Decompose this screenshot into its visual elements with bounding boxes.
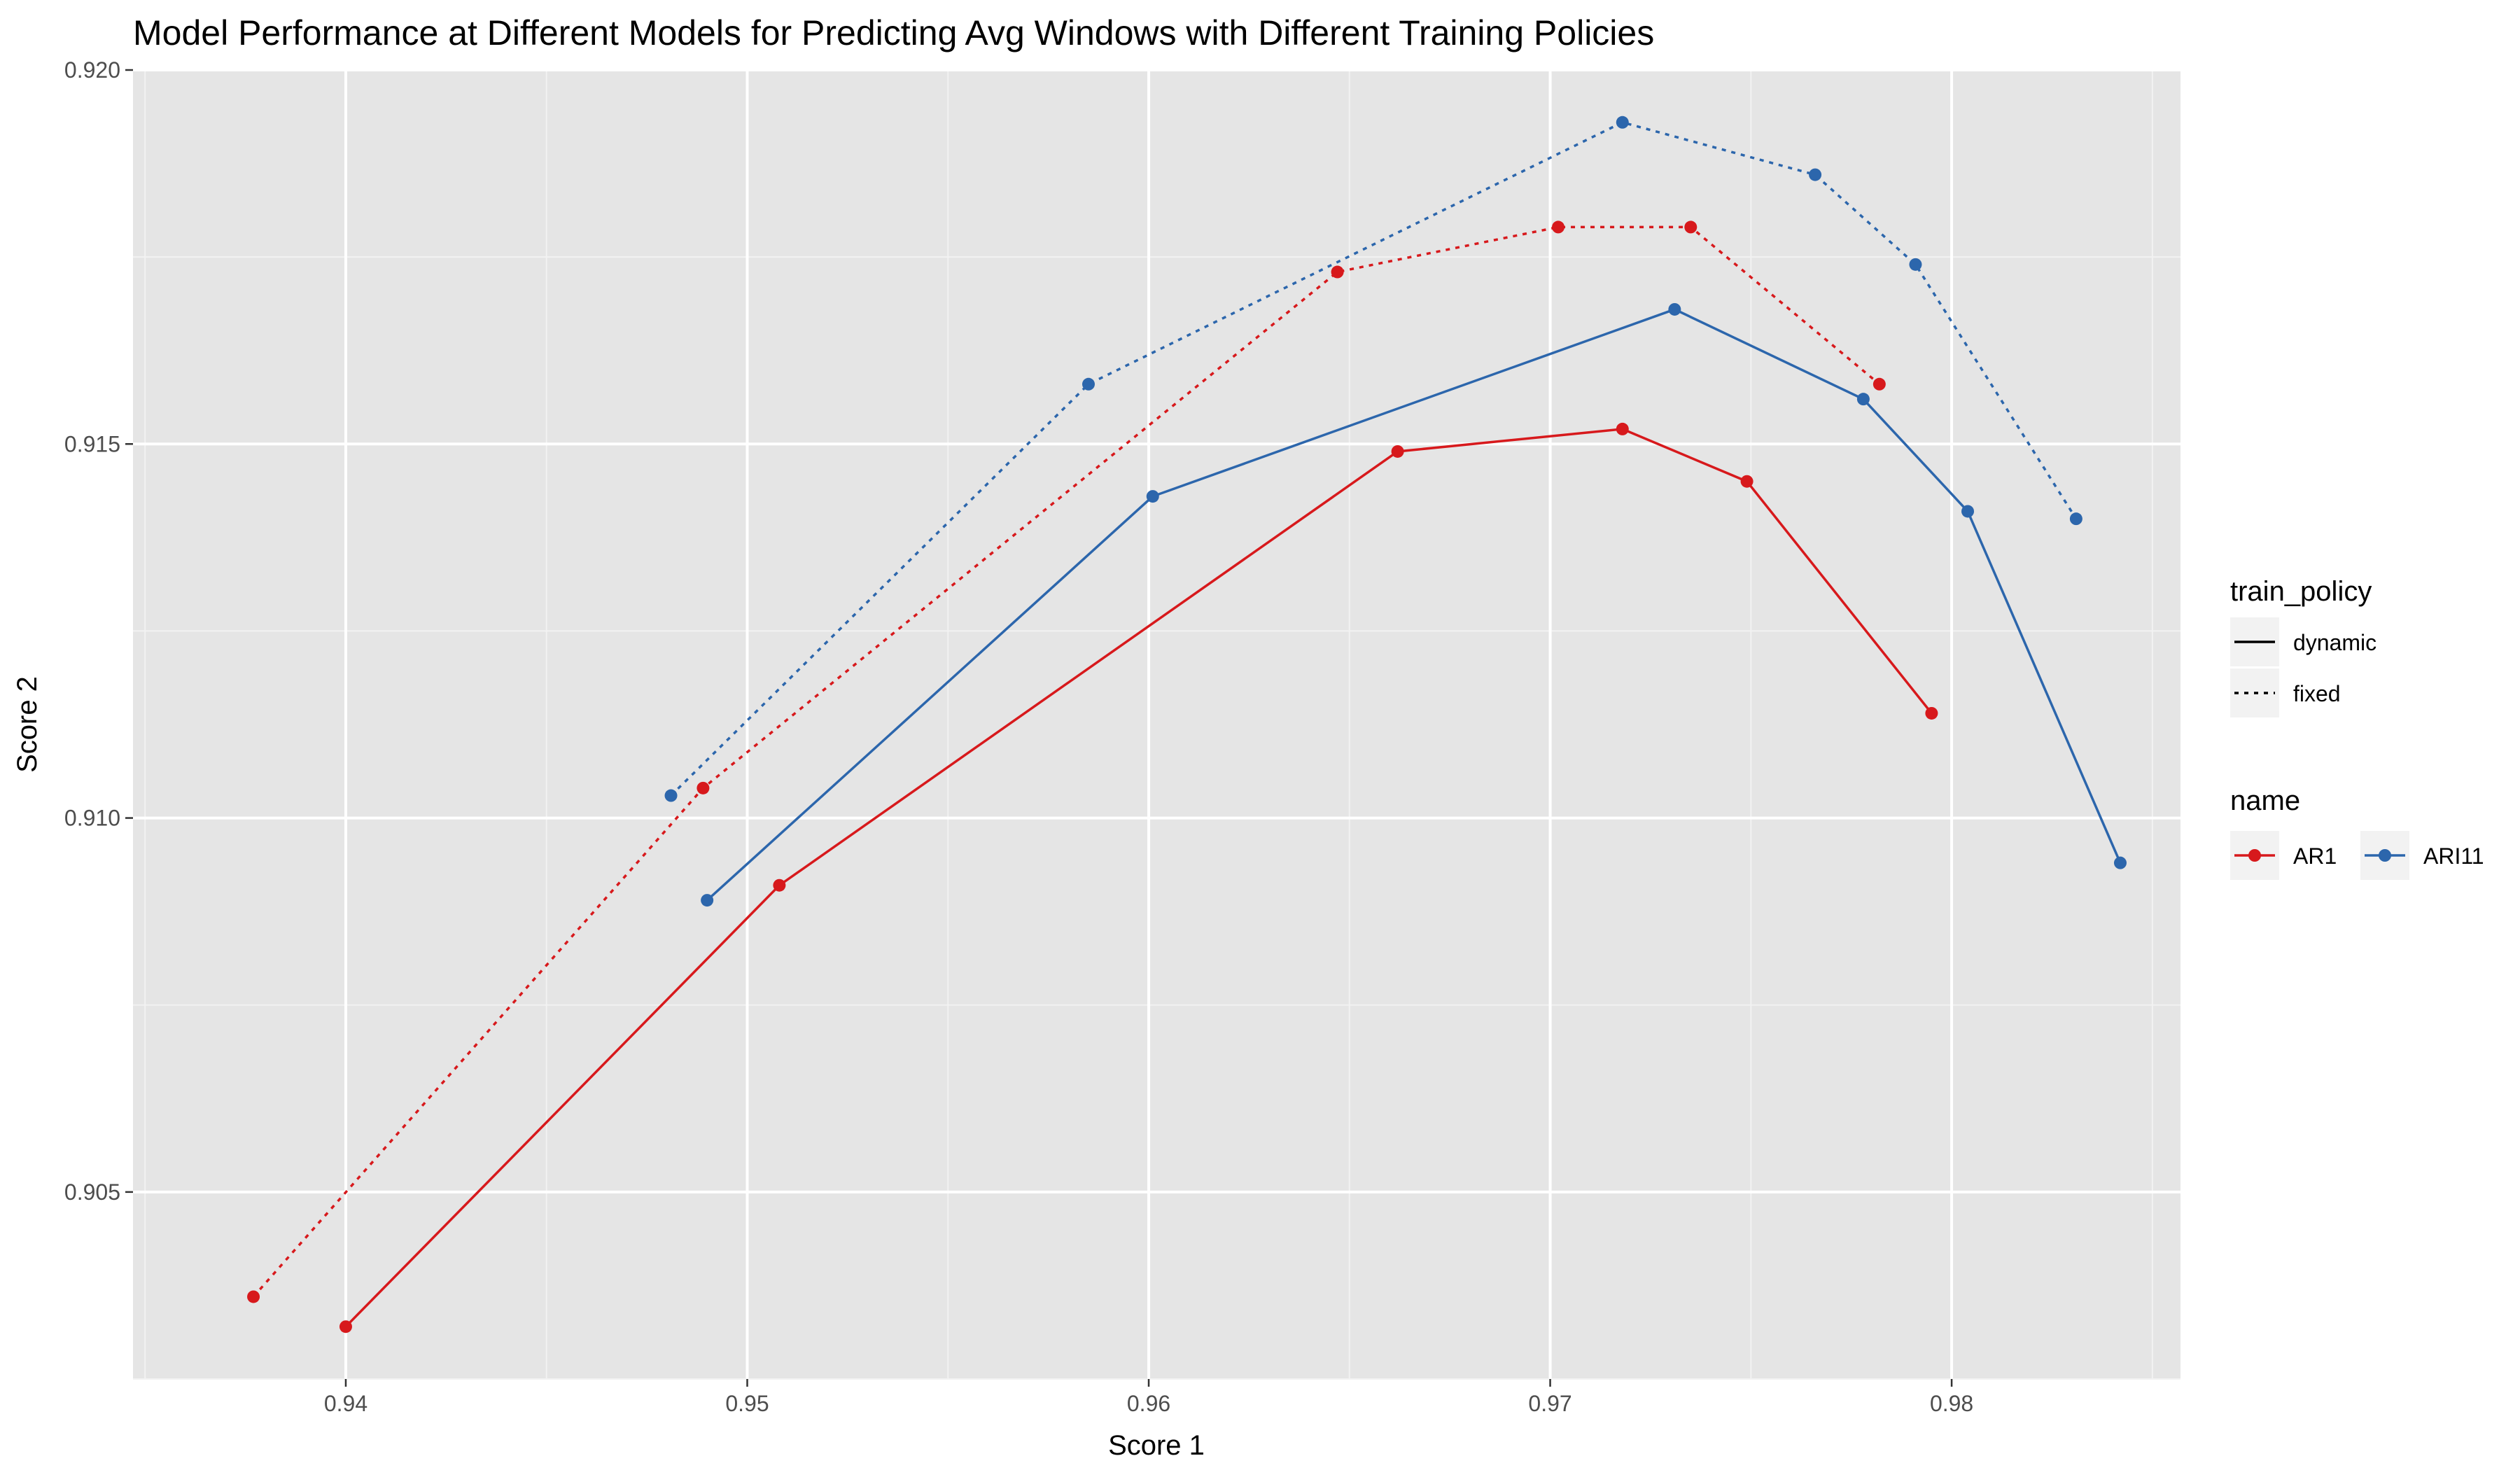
series-line-ari11-dynamic	[706, 308, 2122, 902]
data-point-ar1-fixed	[1872, 377, 1886, 391]
data-point-ari11-fixed	[1909, 258, 1922, 271]
data-point-ar1-fixed	[696, 781, 710, 794]
minor-gridlines	[133, 70, 2180, 1380]
data-point-ari11-fixed	[664, 789, 678, 802]
data-point-ar1-dynamic	[1391, 444, 1404, 458]
data-point-ar1-fixed	[1552, 220, 1565, 234]
data-point-ar1-dynamic	[1740, 475, 1754, 488]
legend-label-ari11: ARI11	[2423, 844, 2484, 869]
legend-point-ari11	[2379, 849, 2391, 862]
x-axis-title: Score 1	[1108, 1430, 1205, 1461]
legend-label-fixed: fixed	[2293, 681, 2341, 706]
data-point-ari11-fixed	[1616, 115, 1629, 129]
data-point-ar1-fixed	[1331, 265, 1344, 279]
legend-color-title: name	[2230, 785, 2300, 816]
x-tick-label: 0.98	[1930, 1391, 1973, 1416]
y-axis: 0.905 0.910 0.915 0.920	[64, 57, 133, 1205]
y-tick-label: 0.910	[64, 806, 120, 831]
data-point-ari11-dynamic	[1668, 302, 1681, 316]
chart-title: Model Performance at Different Models fo…	[133, 13, 1654, 52]
data-point-ari11-dynamic	[701, 894, 714, 907]
data-point-ar1-fixed	[1684, 220, 1698, 234]
y-tick-label: 0.920	[64, 57, 120, 83]
data-point-ar1-dynamic	[339, 1320, 352, 1334]
legend-label-dynamic: dynamic	[2293, 630, 2376, 655]
data-point-ar1-fixed	[247, 1290, 260, 1303]
data-point-ari11-dynamic	[2113, 856, 2127, 869]
data-point-ari11-dynamic	[1146, 490, 1159, 503]
data-point-ar1-dynamic	[1616, 422, 1629, 435]
legend: train_policy name dynamic fixed AR1 ARI11	[2230, 576, 2484, 880]
x-tick-label: 0.94	[324, 1391, 368, 1416]
y-tick-label: 0.905	[64, 1180, 120, 1205]
data-point-ari11-fixed	[1809, 168, 1822, 181]
data-point-ari11-dynamic	[1961, 505, 1975, 518]
data-point-ari11-fixed	[2069, 512, 2082, 526]
data-point-ar1-dynamic	[1925, 706, 1938, 720]
x-tick-label: 0.95	[725, 1391, 769, 1416]
data-point-ari11-dynamic	[1856, 393, 1870, 406]
data-point-ari11-fixed	[1082, 377, 1095, 391]
major-gridlines	[133, 69, 2180, 1379]
x-tick-label: 0.97	[1528, 1391, 1572, 1416]
x-tick-label: 0.96	[1127, 1391, 1170, 1416]
legend-linetype-entries: dynamic fixed	[2230, 617, 2376, 718]
x-axis: 0.94 0.95 0.96 0.97 0.98	[324, 1379, 1973, 1416]
data-point-ar1-dynamic	[773, 878, 786, 892]
series-line-ar1-fixed	[252, 225, 1880, 1298]
y-tick-label: 0.915	[64, 431, 120, 456]
legend-linetype-title: train_policy	[2230, 576, 2372, 607]
legend-point-ar1	[2248, 849, 2261, 862]
series-layer	[247, 115, 2127, 1334]
legend-label-ar1: AR1	[2293, 844, 2337, 869]
series-line-ar1-dynamic	[344, 428, 1933, 1328]
y-axis-title: Score 2	[12, 676, 43, 773]
plot-panel	[133, 70, 2180, 1379]
legend-color-entries: AR1 ARI11	[2230, 831, 2484, 880]
